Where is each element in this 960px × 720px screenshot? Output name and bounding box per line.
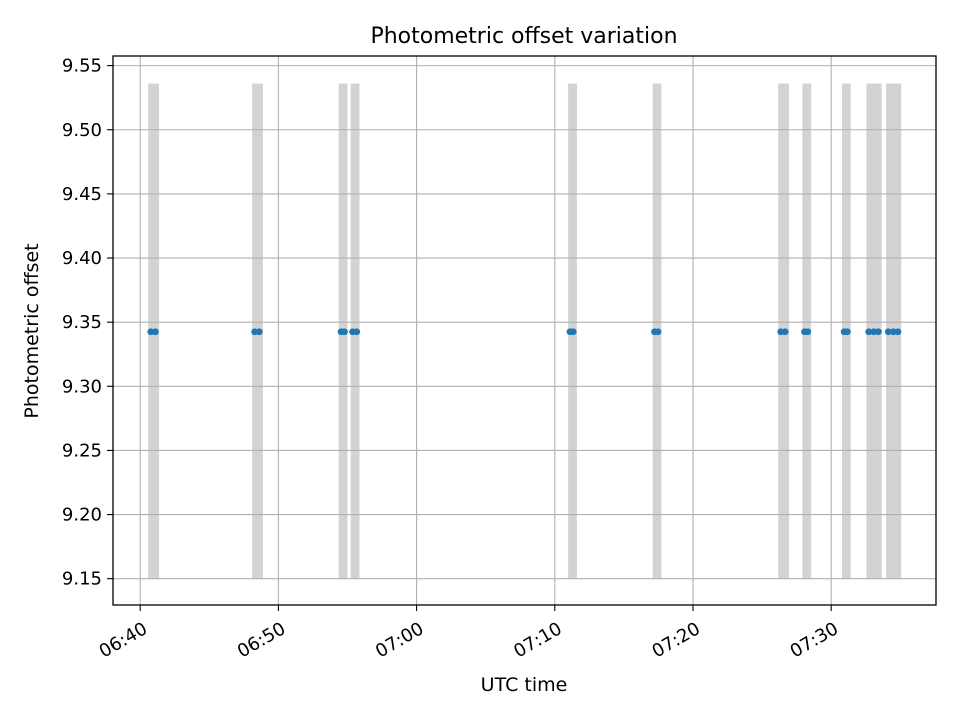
data-point bbox=[894, 328, 902, 336]
data-point bbox=[255, 328, 263, 336]
x-tick-label: 07:20 bbox=[648, 618, 703, 662]
y-tick-label: 9.55 bbox=[62, 56, 102, 77]
y-tick-label: 9.50 bbox=[62, 120, 102, 141]
data-point bbox=[654, 328, 662, 336]
data-point bbox=[843, 328, 851, 336]
data-point bbox=[353, 328, 361, 336]
y-tick-label: 9.35 bbox=[62, 312, 102, 333]
x-axis-label: UTC time bbox=[481, 674, 568, 696]
data-point bbox=[341, 328, 348, 336]
data-point bbox=[781, 328, 789, 336]
plot-frame bbox=[112, 55, 937, 606]
data-point bbox=[151, 328, 159, 336]
y-tick-label: 9.25 bbox=[62, 440, 102, 461]
y-tick-label: 9.45 bbox=[62, 184, 102, 205]
x-tick-label: 07:10 bbox=[510, 618, 565, 662]
data-point bbox=[884, 328, 892, 336]
y-axis-label: Photometric offset bbox=[21, 243, 43, 418]
y-tick-label: 9.30 bbox=[62, 376, 102, 397]
x-tick-label: 06:50 bbox=[234, 618, 289, 662]
data-point bbox=[569, 328, 577, 336]
y-tick-label: 9.40 bbox=[62, 248, 102, 269]
y-axis: 9.15 9.20 9.25 9.30 9.35 9.40 9.45 9.50 9.55 bbox=[62, 56, 113, 590]
data-points bbox=[147, 328, 902, 336]
grid-lines bbox=[113, 56, 936, 605]
x-tick-label: 06:40 bbox=[96, 618, 151, 662]
y-tick-label: 9.20 bbox=[62, 505, 102, 526]
x-axis: 06:40 06:50 07:00 07:10 07:20 07:30 bbox=[96, 605, 842, 662]
y-tick-label: 9.15 bbox=[62, 569, 102, 590]
x-tick-label: 07:30 bbox=[787, 618, 842, 662]
chart-title: Photometric offset variation bbox=[370, 24, 677, 49]
data-point bbox=[865, 328, 873, 336]
data-point bbox=[804, 328, 812, 336]
x-tick-label: 07:00 bbox=[372, 618, 427, 662]
data-point bbox=[875, 328, 882, 336]
